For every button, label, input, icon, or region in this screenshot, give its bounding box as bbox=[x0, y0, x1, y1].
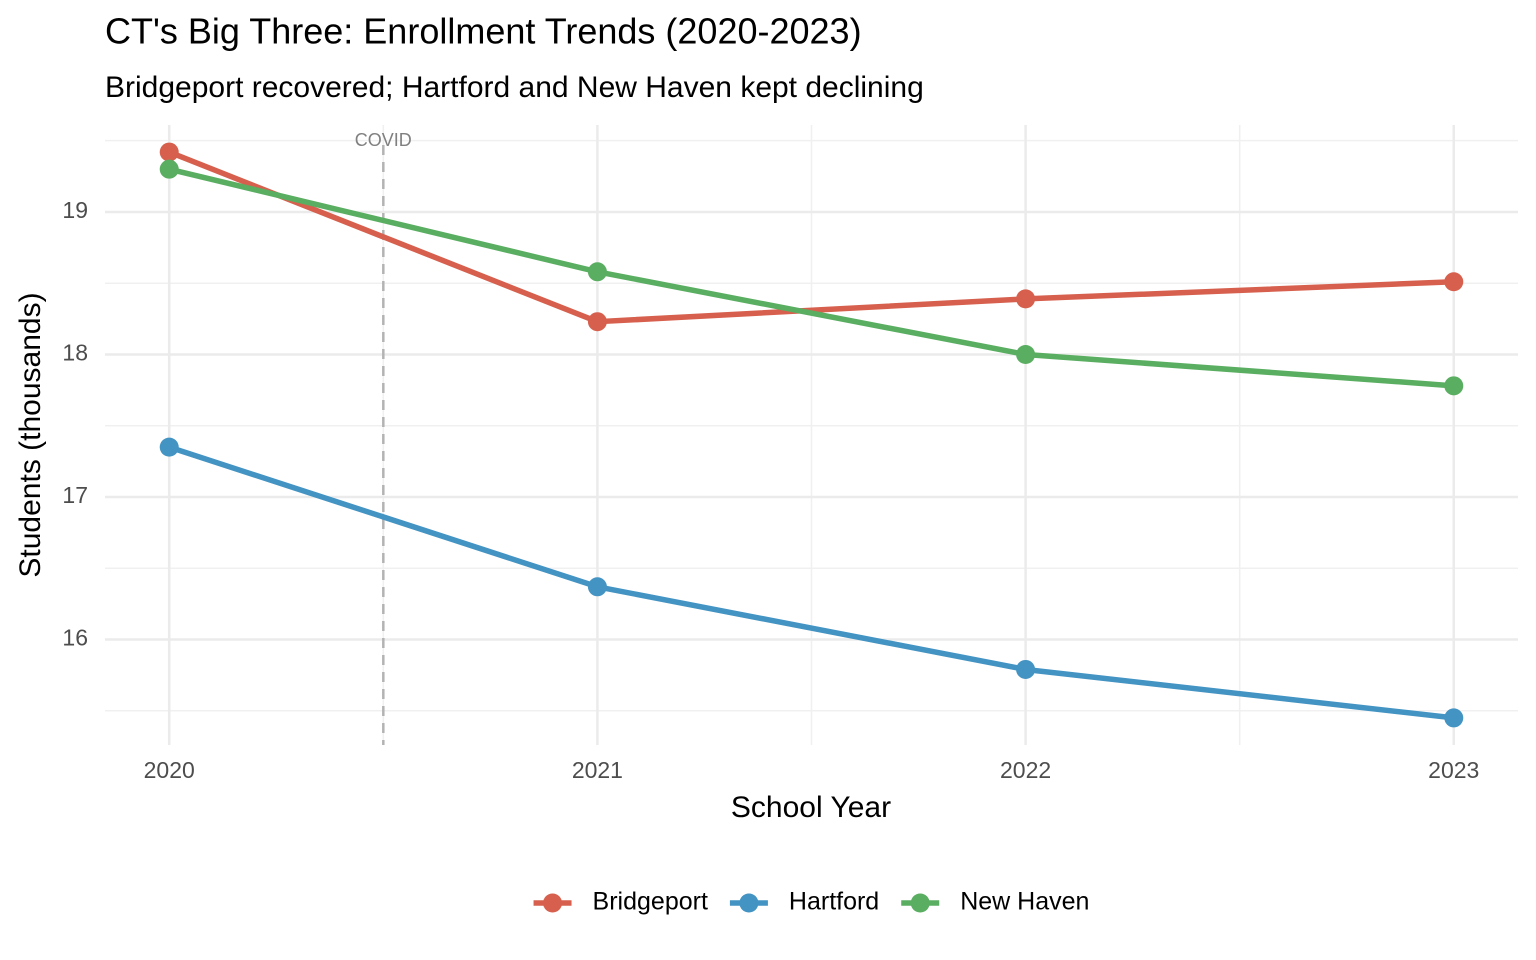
data-point bbox=[587, 262, 607, 282]
x-tick-label: 2023 bbox=[1428, 757, 1479, 783]
x-tick-label: 2022 bbox=[1000, 757, 1051, 783]
y-tick-label: 18 bbox=[62, 340, 88, 366]
data-point bbox=[587, 312, 607, 332]
y-axis-label: Students (thousands) bbox=[14, 292, 47, 577]
legend-label: New Haven bbox=[960, 888, 1089, 916]
legend-label: Bridgeport bbox=[593, 888, 708, 916]
legend-key-point bbox=[543, 893, 563, 913]
x-axis-label: School Year bbox=[731, 791, 891, 824]
data-point bbox=[1444, 708, 1464, 728]
legend-label: Hartford bbox=[789, 888, 879, 916]
data-point bbox=[159, 159, 179, 179]
data-point bbox=[1016, 659, 1036, 679]
chart-subtitle: Bridgeport recovered; Hartford and New H… bbox=[105, 71, 924, 104]
series-line bbox=[168, 149, 1454, 325]
legend: Bridgeport Hartford New Haven bbox=[533, 888, 1089, 916]
data-point bbox=[159, 437, 179, 457]
annotation-label: COVID bbox=[355, 130, 412, 150]
x-tick-label: 2021 bbox=[572, 757, 623, 783]
series-line bbox=[168, 444, 1455, 721]
y-tick-label: 16 bbox=[62, 625, 88, 651]
x-tick-label: 2020 bbox=[144, 757, 195, 783]
legend-item: Bridgeport bbox=[533, 888, 708, 916]
data-point bbox=[1444, 272, 1464, 292]
data-point bbox=[587, 577, 607, 597]
data-point bbox=[1016, 289, 1036, 309]
y-tick-label: 19 bbox=[62, 197, 88, 223]
legend-key-point bbox=[910, 893, 930, 913]
data-point bbox=[1444, 376, 1464, 396]
data-point bbox=[159, 142, 179, 162]
legend-item: Hartford bbox=[729, 888, 879, 916]
legend-item: New Haven bbox=[901, 888, 1089, 916]
legend-key-point bbox=[739, 893, 759, 913]
data-point bbox=[1016, 344, 1036, 364]
series-line bbox=[168, 166, 1454, 389]
y-tick-label: 17 bbox=[62, 482, 88, 508]
chart-title: CT's Big Three: Enrollment Trends (2020-… bbox=[105, 11, 862, 52]
